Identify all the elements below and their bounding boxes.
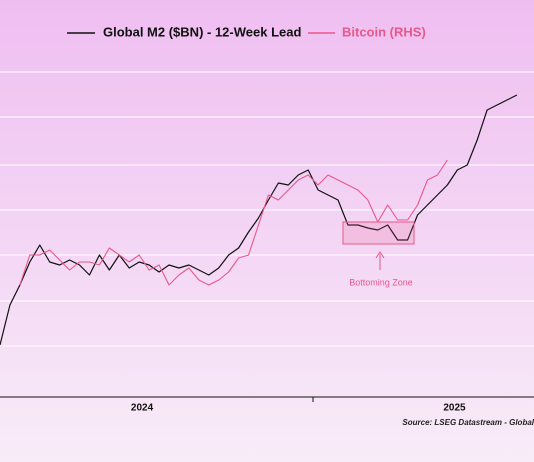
x-tick-label: 2025 — [443, 403, 466, 414]
annotation-text: Bottoming Zone — [349, 277, 413, 287]
lines — [0, 94, 518, 346]
legend-label: Bitcoin (RHS) — [342, 24, 426, 39]
x-tick-label: 2024 — [131, 403, 154, 414]
series-line — [0, 94, 518, 346]
legend-label: Global M2 ($BN) - 12-Week Lead — [103, 24, 301, 39]
annotation-box — [342, 221, 415, 245]
legend: Global M2 ($BN) - 12-Week Lead Bitcoin (… — [67, 24, 426, 39]
annotation: Bottoming Zone — [342, 221, 415, 287]
series-line — [19, 159, 448, 286]
source: Source: LSEG Datastream - Global — [402, 418, 534, 427]
annotation-arrowhead — [375, 251, 385, 259]
grid — [0, 71, 534, 347]
